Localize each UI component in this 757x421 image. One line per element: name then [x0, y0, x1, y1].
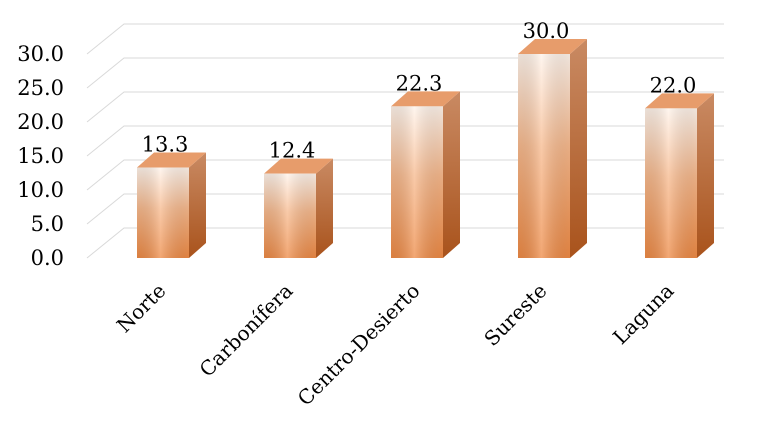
data-label: 12.4 [269, 139, 316, 163]
bar-top [391, 91, 460, 107]
data-label: 30.0 [523, 19, 570, 43]
category-label: Centro-Desierto [293, 279, 425, 411]
bar-highlight [137, 167, 189, 258]
bar-top [264, 158, 333, 174]
bar-highlight [391, 106, 443, 258]
category-label: Sureste [479, 279, 551, 351]
gridlines [86, 23, 724, 259]
bar [391, 91, 460, 258]
bar-top [137, 152, 206, 168]
y-tick-label: 30.0 [17, 42, 64, 66]
bar-top [645, 93, 714, 109]
data-label: 13.3 [142, 133, 189, 157]
bar-highlight [518, 54, 570, 258]
data-labels: 13.3 12.4 22.3 30.0 22.0 [142, 19, 697, 163]
category-label: Carbonífera [195, 279, 298, 382]
bar [137, 152, 206, 258]
bars [137, 39, 714, 259]
y-axis-ticks: 0.0 5.0 10.0 15.0 20.0 25.0 30.0 [17, 42, 64, 270]
y-tick-label: 20.0 [17, 110, 64, 134]
bar [645, 93, 714, 259]
bar [518, 39, 587, 258]
bar-side [189, 152, 206, 258]
y-tick-label: 5.0 [31, 212, 64, 236]
bar-top [518, 39, 587, 54]
y-tick-label: 25.0 [17, 76, 64, 100]
category-label: Norte [112, 279, 171, 338]
gridline [86, 23, 724, 55]
bar-side [570, 39, 587, 258]
bar-side [443, 91, 460, 258]
bar-highlight [645, 108, 697, 259]
y-tick-label: 15.0 [17, 144, 64, 168]
data-label: 22.3 [396, 71, 443, 95]
y-tick-label: 0.0 [31, 246, 64, 270]
category-label: Laguna [608, 279, 679, 350]
bar-side [316, 158, 333, 258]
bar-highlight [264, 173, 316, 258]
bar [264, 158, 333, 258]
bar-side [697, 93, 714, 259]
data-label: 22.0 [650, 73, 697, 97]
y-tick-label: 10.0 [17, 178, 64, 202]
